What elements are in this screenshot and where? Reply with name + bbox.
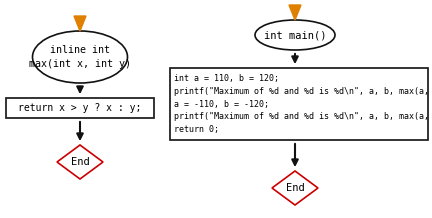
Polygon shape [289,5,301,20]
Text: a = -110, b = -120;: a = -110, b = -120; [174,99,269,109]
Text: return 0;: return 0; [174,125,219,134]
Text: int a = 110, b = 120;: int a = 110, b = 120; [174,74,279,83]
Text: printf("Maximum of %d and %d is %d\n", a, b, max(a, b));: printf("Maximum of %d and %d is %d\n", a… [174,112,432,121]
Text: End: End [70,157,89,167]
Bar [170,68,428,140]
Ellipse shape [255,20,335,50]
Text: End: End [286,183,305,193]
Polygon shape [57,145,103,179]
Bar [6,98,154,118]
Polygon shape [272,171,318,205]
Text: int main(): int main() [264,30,326,40]
Ellipse shape [32,31,127,83]
Text: inline int
max(int x, int y): inline int max(int x, int y) [29,45,131,69]
Text: printf("Maximum of %d and %d is %d\n", a, b, max(a, b));: printf("Maximum of %d and %d is %d\n", a… [174,87,432,96]
Polygon shape [74,16,86,31]
Text: return x > y ? x : y;: return x > y ? x : y; [18,103,142,113]
